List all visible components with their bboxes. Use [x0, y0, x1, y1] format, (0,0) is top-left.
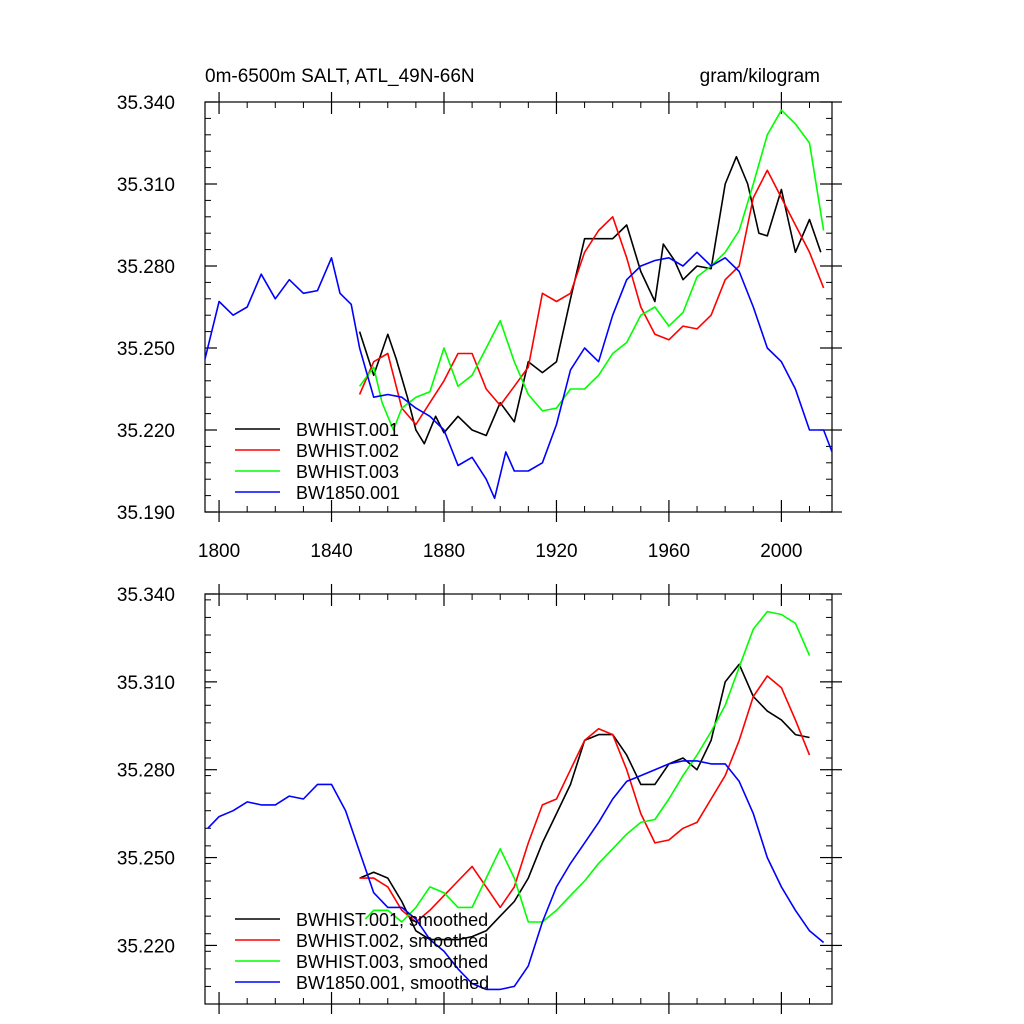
legend-label: BWHIST.001 — [296, 420, 399, 440]
series-line-4 — [204, 251, 833, 500]
y-tick-label: 35.220 — [117, 421, 175, 442]
y-tick-label: 35.280 — [117, 257, 175, 278]
series-line-1 — [358, 155, 822, 445]
series-line-3 — [358, 109, 825, 431]
plot-frame — [204, 101, 833, 513]
y-tick-label: 35.250 — [117, 849, 175, 870]
series-line-4 — [207, 760, 825, 991]
chart-title: 0m-6500m SALT, ATL_49N-66N — [205, 66, 475, 87]
x-tick-label: 1880 — [423, 541, 465, 562]
x-tick-label: 1960 — [648, 541, 690, 562]
series-line-1 — [359, 663, 810, 941]
x-tick-label: 1840 — [310, 541, 352, 562]
series-line-3 — [364, 610, 811, 923]
y-tick-label: 35.220 — [117, 936, 175, 957]
x-tick-label: 2000 — [760, 541, 802, 562]
top-panel: 0m-6500m SALT, ATL_49N-66N gram/kilogram… — [117, 66, 842, 562]
legend-label: BWHIST.001, smoothed — [296, 910, 488, 930]
units-label: gram/kilogram — [700, 66, 820, 87]
legend-label: BWHIST.002 — [296, 441, 399, 461]
y-tick-label: 35.280 — [117, 761, 175, 782]
y-tick-label: 35.310 — [117, 175, 175, 196]
x-tick-label: 1800 — [198, 541, 240, 562]
x-tick-label: 1920 — [535, 541, 577, 562]
legend-label: BWHIST.003 — [296, 462, 399, 482]
y-tick-label: 35.340 — [117, 93, 175, 114]
y-tick-label: 35.250 — [117, 339, 175, 360]
y-tick-label: 35.340 — [117, 585, 175, 606]
series-line-2 — [358, 169, 825, 426]
plot-frame — [204, 593, 833, 1005]
legend-label: BWHIST.002, smoothed — [296, 931, 488, 951]
bottom-panel: 35.220 35.250 35.280 35.310 35.340 BWHIST.001… — [117, 584, 842, 1014]
legend-label: BW1850.001, smoothed — [296, 973, 489, 993]
y-tick-label: 35.190 — [117, 503, 175, 524]
legend-label: BW1850.001 — [296, 483, 400, 503]
series-line-2 — [359, 675, 811, 923]
legend-label: BWHIST.003, smoothed — [296, 952, 488, 972]
y-tick-label: 35.310 — [117, 673, 175, 694]
